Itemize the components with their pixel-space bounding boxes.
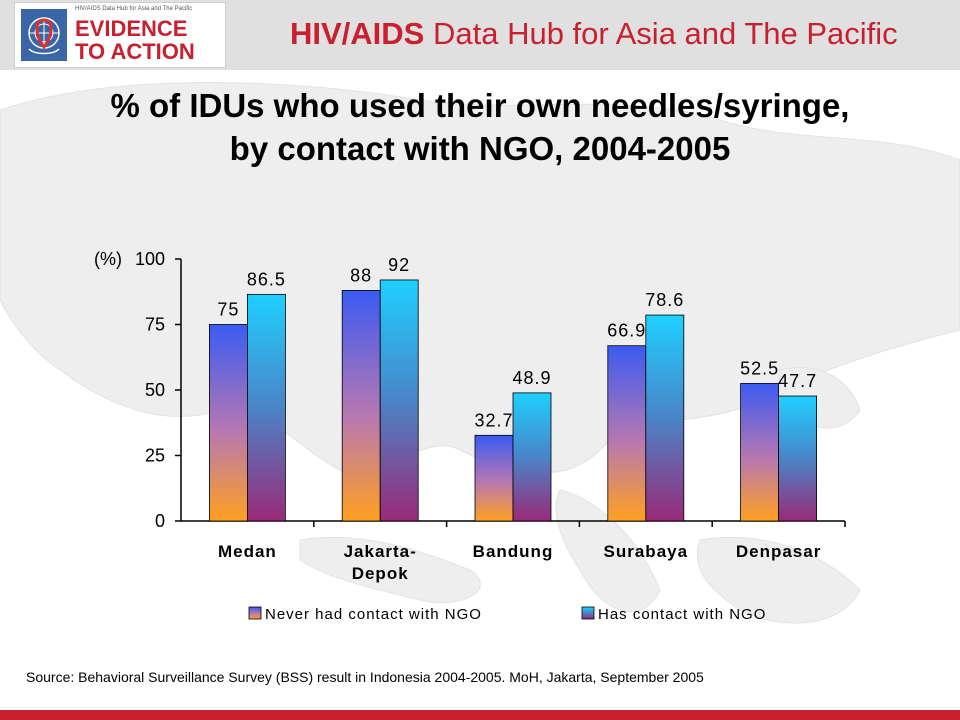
header-title-bold: HIV/AIDS xyxy=(290,16,425,51)
header-title: HIV/AIDS Data Hub for Asia and The Pacif… xyxy=(290,16,898,52)
data-label: 66.9 xyxy=(607,321,646,341)
bar-never-contact xyxy=(740,383,779,522)
y-tick-label: 25 xyxy=(145,446,165,466)
data-label: 78.6 xyxy=(645,290,684,310)
data-label: 52.5 xyxy=(740,358,779,378)
bar-never-contact xyxy=(474,434,514,522)
data-label: 92 xyxy=(388,255,410,275)
bar-never-contact xyxy=(208,324,248,522)
data-label: 86.5 xyxy=(247,269,286,289)
bar-has-contact xyxy=(778,395,817,522)
y-tick-label: 100 xyxy=(135,249,165,269)
un-emblem-icon xyxy=(21,9,67,61)
header-title-rest: Data Hub for Asia and The Pacific xyxy=(424,16,898,51)
source-note: Source: Behavioral Surveillance Survey (… xyxy=(26,669,704,685)
legend-label: Has contact with NGO xyxy=(598,606,766,623)
bar-never-contact xyxy=(607,345,647,522)
footer-bar xyxy=(0,710,960,720)
legend-swatch xyxy=(248,606,262,620)
y-tick-label: 50 xyxy=(145,380,165,400)
bar-never-contact xyxy=(341,290,381,522)
x-category-label: Surabaya xyxy=(604,542,689,561)
header-bar: HIV/AIDS Data Hub for Asia and The Pacif… xyxy=(0,0,960,70)
data-label: 32.7 xyxy=(474,410,513,430)
x-category-label: Denpasar xyxy=(736,542,821,561)
x-category-label: Jakarta- xyxy=(344,542,417,561)
logo-text-evidence: EVIDENCE xyxy=(75,16,188,41)
legend-label: Never had contact with NGO xyxy=(265,606,482,623)
slide-title-line2: by contact with NGO, 2004-2005 xyxy=(229,130,731,167)
x-category-label: Bandung xyxy=(473,542,554,561)
bar-has-contact xyxy=(512,392,552,522)
y-tick-label: 0 xyxy=(155,511,165,531)
x-category-label: Medan xyxy=(218,542,277,561)
logo-text-to-action: TO ACTION xyxy=(75,39,195,64)
bar-has-contact xyxy=(246,293,286,522)
data-label: 47.7 xyxy=(778,371,817,391)
bar-has-contact xyxy=(379,279,419,522)
data-label: 75 xyxy=(217,300,239,320)
bar-has-contact xyxy=(645,314,685,522)
slide-title: % of IDUs who used their own needles/syr… xyxy=(0,84,960,170)
y-axis-label: (%) xyxy=(94,249,122,269)
y-tick-label: 75 xyxy=(145,315,165,335)
logo-subtitle: HIV/AIDS Data Hub for Asia and The Pacif… xyxy=(75,6,193,12)
data-label: 48.9 xyxy=(512,368,551,388)
data-label: 88 xyxy=(350,265,372,285)
legend-swatch xyxy=(581,606,595,620)
slide-title-line1: % of IDUs who used their own needles/syr… xyxy=(110,87,850,124)
x-category-label: Depok xyxy=(352,564,409,583)
evidence-to-action-logo: HIV/AIDS Data Hub for Asia and The Pacif… xyxy=(14,2,226,68)
